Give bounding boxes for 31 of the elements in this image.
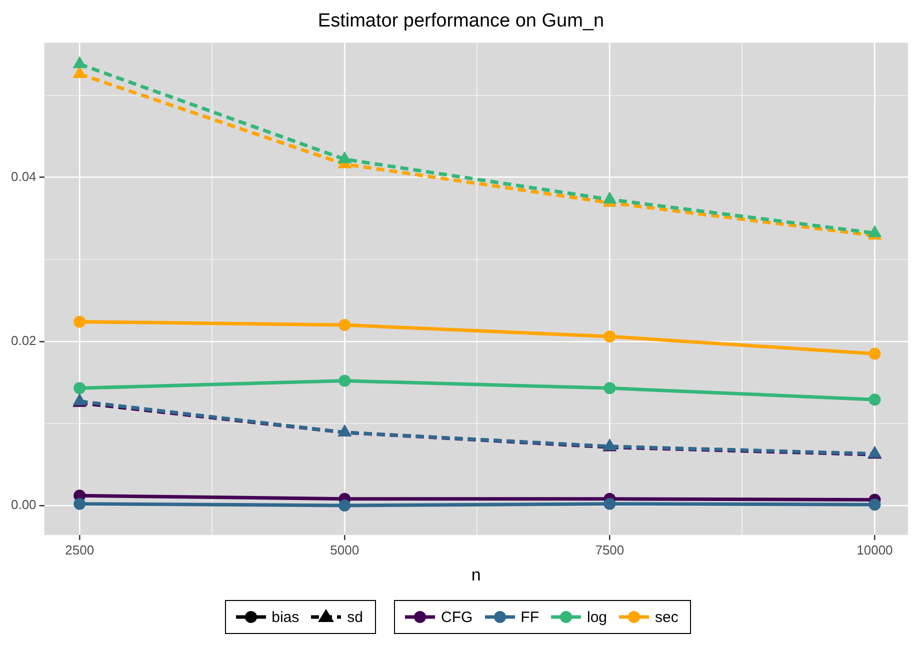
legend-label: FF [520, 608, 539, 626]
point [604, 498, 616, 510]
point [602, 191, 617, 204]
point [868, 225, 882, 238]
x-tick-label: 5000 [330, 542, 360, 558]
legend-label: sec [655, 608, 678, 626]
point [604, 382, 616, 394]
y-tick-label: 0.02 [10, 332, 36, 348]
point [604, 330, 616, 342]
point [868, 498, 881, 511]
point [338, 499, 351, 512]
text: bias [272, 608, 300, 626]
chart-title: Estimator performance on Gum_n [318, 10, 604, 32]
point [338, 374, 351, 387]
legend-label: log [587, 608, 608, 626]
point [868, 394, 881, 406]
y-tick-label: 0.00 [10, 497, 36, 512]
point [338, 318, 351, 331]
x-tick-label: 2500 [65, 542, 94, 558]
point [868, 348, 881, 360]
point [74, 498, 86, 510]
x-axis-title: n [471, 565, 481, 584]
x-tick-label: 7500 [595, 542, 624, 558]
point [74, 316, 86, 328]
text: sd [347, 608, 363, 626]
point [72, 56, 87, 68]
point [338, 151, 352, 164]
y-tick-label: 0.04 [10, 168, 36, 184]
point [74, 382, 86, 394]
legend-label: CFG [441, 608, 473, 626]
x-tick-label: 10000 [856, 542, 893, 558]
